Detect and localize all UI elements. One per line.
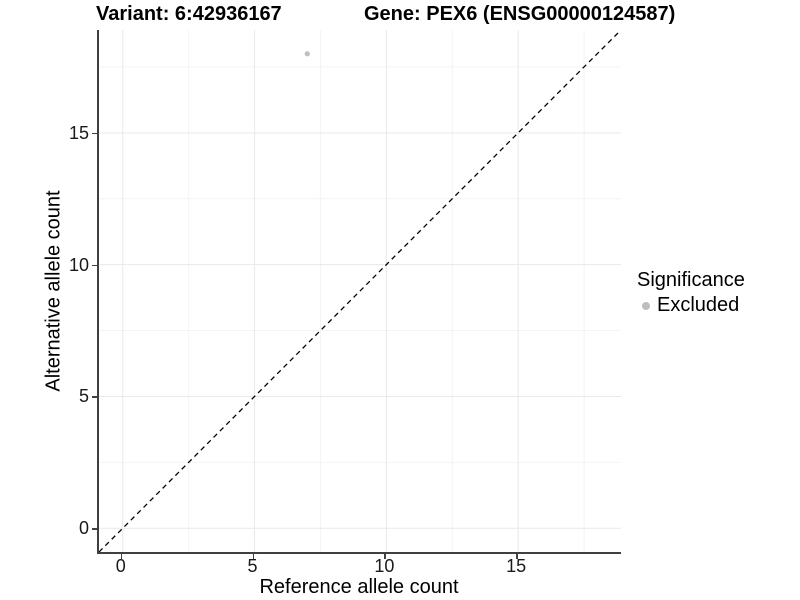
- excluded-point-icon: [642, 301, 650, 310]
- x-axis-title: Reference allele count: [259, 576, 459, 598]
- identity-line: [99, 30, 621, 552]
- legend-title: Significance: [637, 269, 745, 291]
- data-point: [304, 51, 310, 57]
- variant-title: Variant: 6:42936167: [96, 3, 282, 25]
- y-tick-mark: [92, 528, 97, 530]
- y-axis-title: Alternative allele count: [42, 190, 65, 392]
- y-tick-mark: [92, 132, 97, 135]
- y-tick-label: 5: [78, 386, 89, 407]
- gene-title: Gene: PEX6 (ENSG00000124587): [364, 3, 676, 25]
- x-tick-mark: [252, 554, 255, 559]
- y-tick-mark: [92, 396, 97, 398]
- x-tick-label: 0: [115, 556, 126, 576]
- plot-canvas: [99, 30, 621, 552]
- y-tick-label: 15: [68, 122, 89, 143]
- x-tick-mark: [384, 554, 386, 559]
- y-tick-mark: [92, 264, 97, 267]
- x-tick-mark: [516, 554, 518, 559]
- legend-item-excluded: Excluded: [637, 294, 745, 317]
- x-tick-label: 5: [247, 556, 258, 576]
- x-tick-label: 10: [374, 556, 395, 576]
- y-tick-label: 10: [68, 254, 89, 275]
- legend-item-label: Excluded: [657, 294, 740, 316]
- plot-panel: [97, 30, 621, 554]
- x-tick-mark: [120, 554, 123, 559]
- legend: Significance Excluded: [637, 269, 745, 317]
- x-tick-label: 15: [506, 556, 527, 576]
- y-tick-label: 0: [78, 518, 89, 539]
